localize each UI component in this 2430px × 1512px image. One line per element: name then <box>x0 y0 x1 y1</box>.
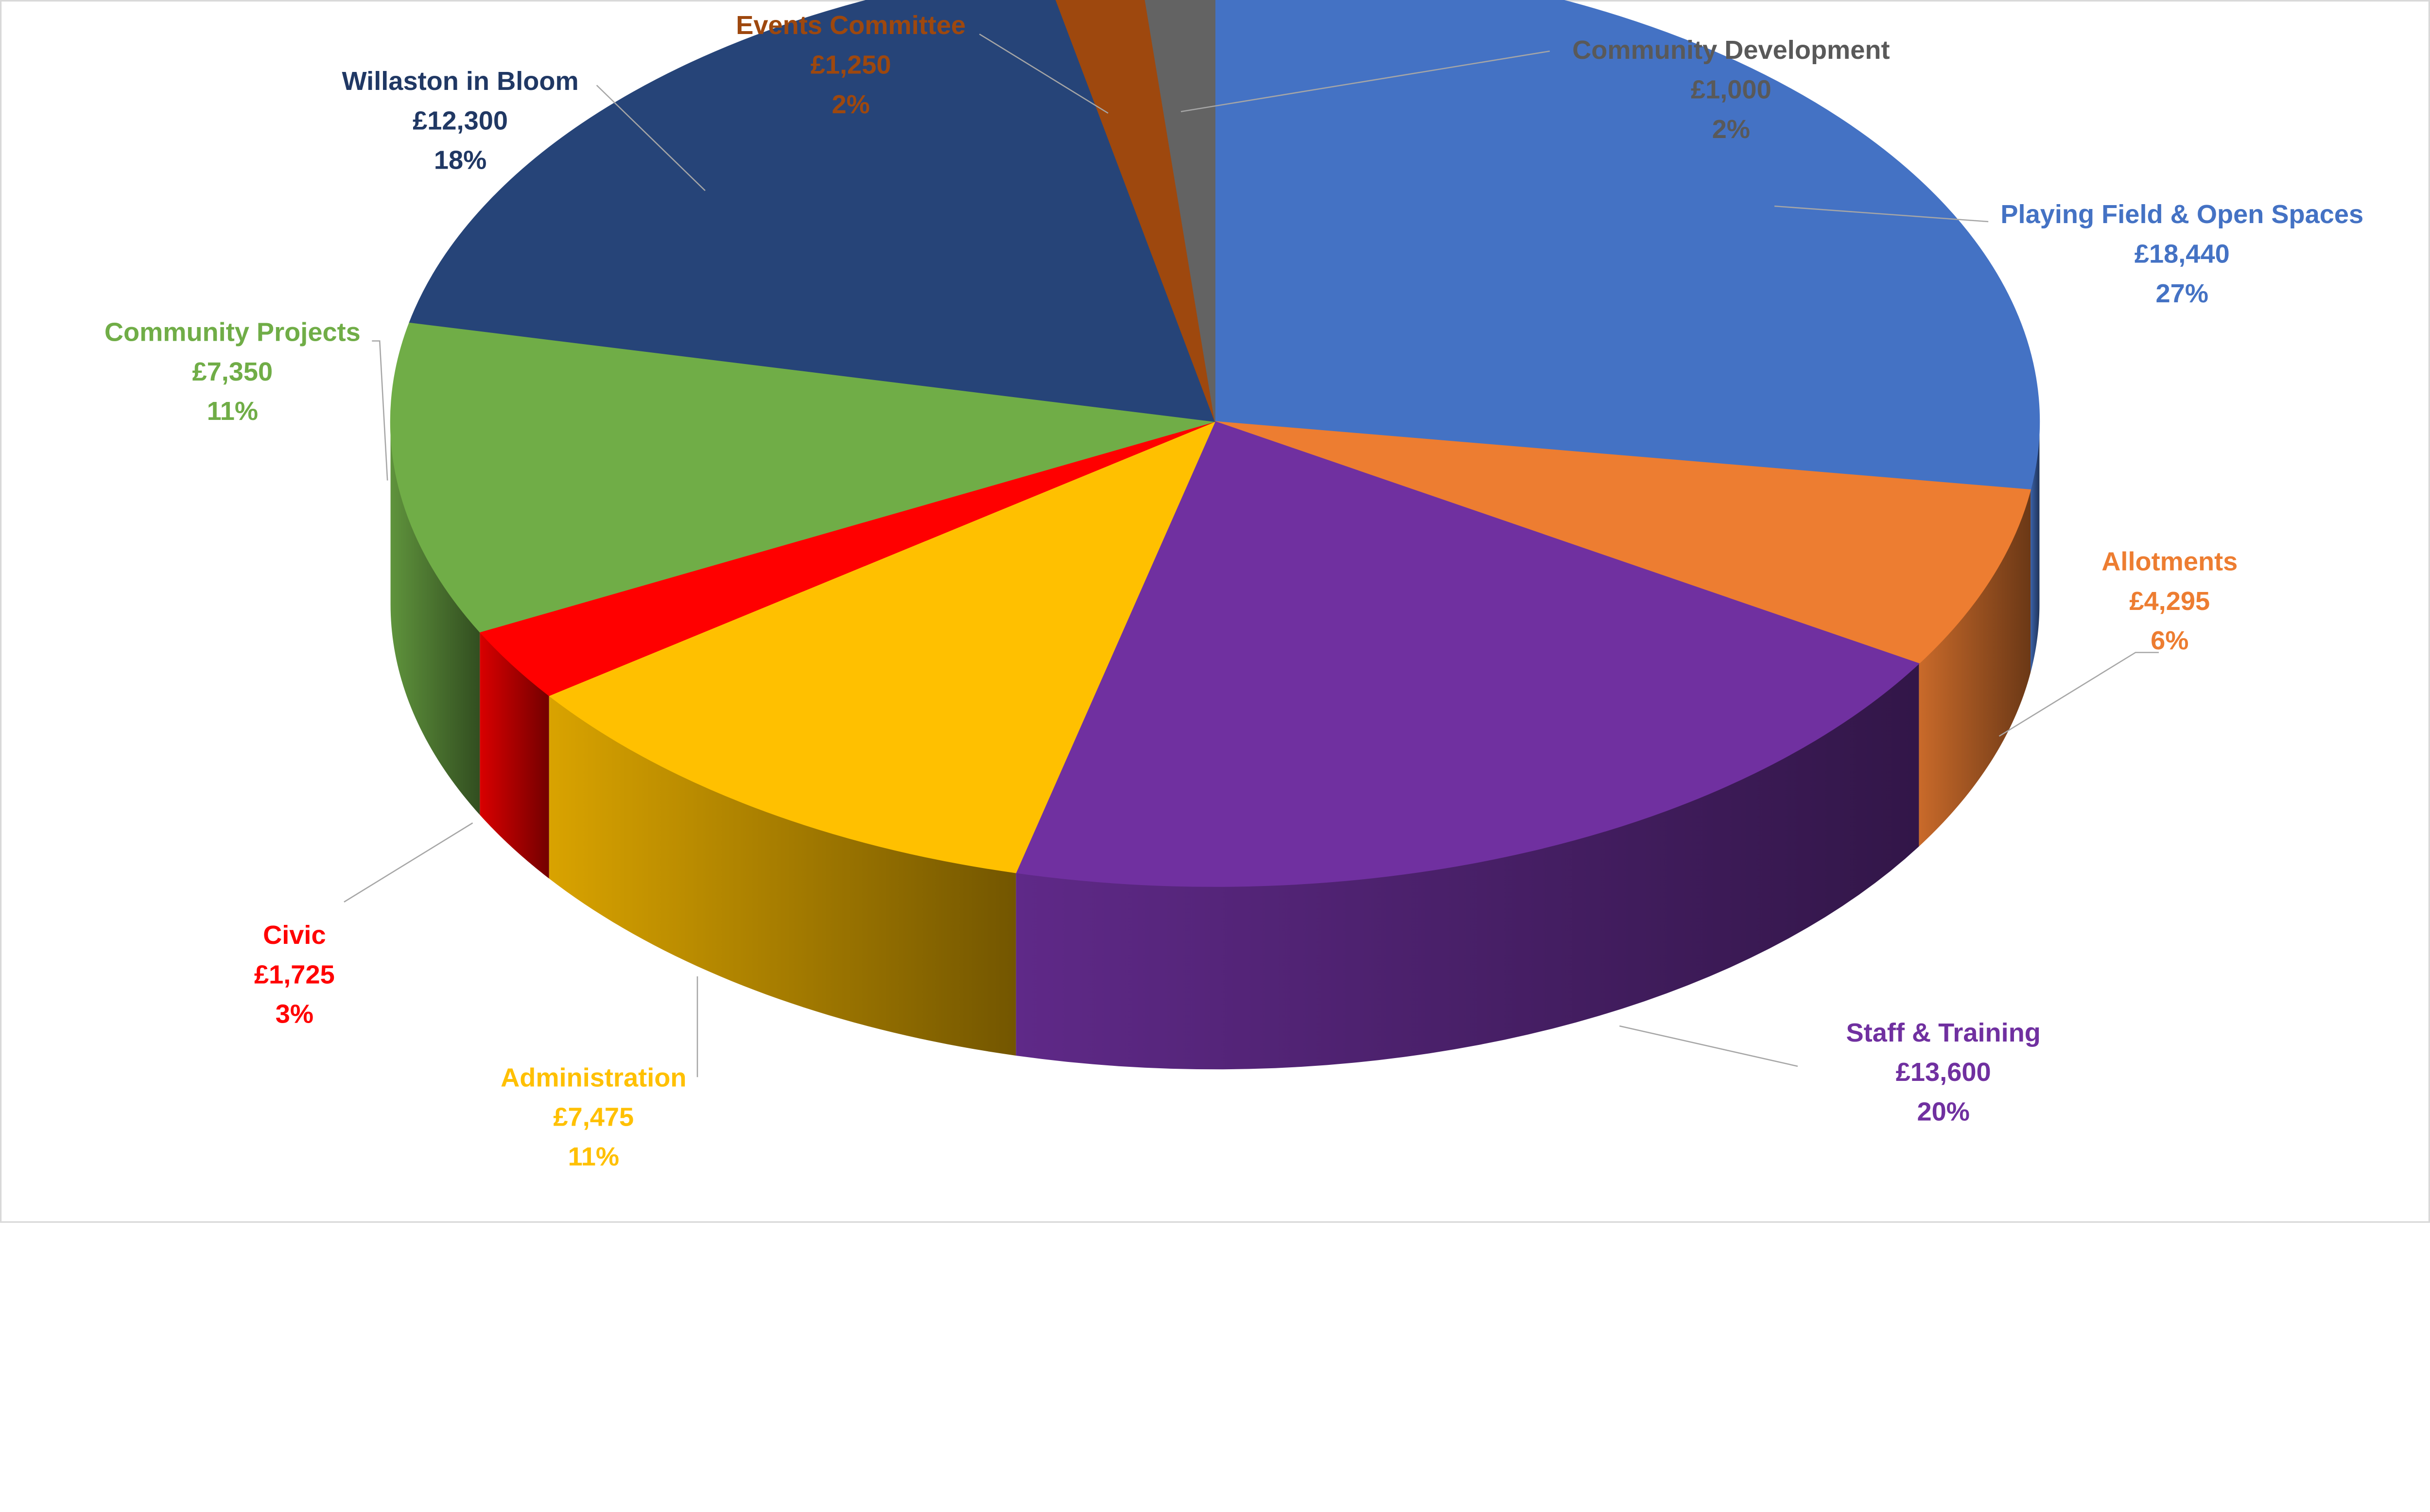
label-value: £1,000 <box>1691 75 1771 104</box>
pie-side-civic <box>480 632 549 879</box>
label-percent: 11% <box>568 1142 619 1171</box>
leader-line-events-committee <box>979 34 1109 114</box>
label-percent: 3% <box>276 1000 313 1029</box>
label-category: Allotments <box>2101 547 2238 576</box>
data-label-administration: Administration £7,475 11% <box>501 1063 686 1171</box>
pie-chart: Playing Field & Open Spaces £18,440 27% All… <box>0 0 2430 1223</box>
pie-sides <box>390 421 2040 1070</box>
label-value: £1,250 <box>811 50 891 79</box>
leader-lines <box>344 34 2159 1078</box>
data-label-allotments: Allotments £4,295 6% <box>2101 547 2238 655</box>
label-value: £7,350 <box>192 357 273 386</box>
pie-side-allotments <box>1919 489 2031 847</box>
label-category: Community Development <box>1572 35 1890 65</box>
pie-tops <box>390 0 2040 887</box>
pie-slice-community-projects[interactable] <box>390 322 1215 633</box>
label-percent: 18% <box>434 146 486 175</box>
pie-side-administration <box>549 695 1016 1056</box>
label-value: £1,725 <box>254 960 335 989</box>
data-label-events-committee: Events Committee £1,250 2% <box>736 11 966 119</box>
data-label-willaston-in-bloom: Willaston in Bloom £12,300 18% <box>342 67 578 175</box>
label-category: Civic <box>263 921 326 950</box>
leader-line-staff-training <box>1619 1025 1798 1067</box>
label-percent: 6% <box>2151 626 2188 655</box>
label-category: Community Projects <box>104 318 361 347</box>
leader-line-playing-field-open-spaces <box>1774 205 1989 223</box>
leader-line-allotments <box>1998 652 2159 737</box>
pie-slice-willaston-in-bloom[interactable] <box>409 0 1216 422</box>
label-value: £12,300 <box>413 106 508 135</box>
label-percent: 2% <box>1712 115 1750 144</box>
pie-side-staff-training <box>1016 663 1919 1070</box>
pie-slice-allotments[interactable] <box>1215 421 2031 664</box>
label-category: Events Committee <box>736 11 966 40</box>
data-label-staff-training: Staff & Training £13,600 20% <box>1846 1018 2041 1127</box>
label-percent: 27% <box>2156 279 2208 308</box>
label-value: £18,440 <box>2135 239 2230 268</box>
label-category: Willaston in Bloom <box>342 67 578 96</box>
pie-slice-playing-field-open-spaces[interactable] <box>1215 0 2040 490</box>
label-category: Playing Field & Open Spaces <box>2000 200 2363 229</box>
label-percent: 11% <box>207 397 258 426</box>
label-value: £4,295 <box>2129 587 2210 616</box>
data-label-playing-field-open-spaces: Playing Field & Open Spaces £18,440 27% <box>2000 200 2363 308</box>
label-category: Staff & Training <box>1846 1018 2041 1047</box>
leader-line-civic <box>344 822 473 903</box>
data-label-community-projects: Community Projects £7,350 11% <box>104 318 361 426</box>
label-category: Administration <box>501 1063 686 1092</box>
data-label-civic: Civic £1,725 3% <box>254 921 335 1029</box>
data-labels: Playing Field & Open Spaces £18,440 27% All… <box>104 11 2363 1171</box>
label-value: £13,600 <box>1896 1058 1991 1087</box>
pie-slice-staff-training[interactable] <box>1015 421 1920 887</box>
pie-slice-administration[interactable] <box>548 420 1216 873</box>
leader-line-community-development <box>1180 50 1550 112</box>
label-percent: 20% <box>1917 1097 1969 1126</box>
pie-side-playing-field-open-spaces <box>2031 421 2040 673</box>
label-value: £7,475 <box>553 1103 634 1132</box>
pie-slice-community-development[interactable] <box>1138 0 1215 422</box>
data-label-community-development: Community Development £1,000 2% <box>1572 35 1890 144</box>
leader-line-willaston-in-bloom <box>596 85 706 191</box>
label-percent: 2% <box>832 90 869 119</box>
leader-line-community-projects <box>372 340 388 481</box>
pie-side-community-projects <box>390 421 480 815</box>
